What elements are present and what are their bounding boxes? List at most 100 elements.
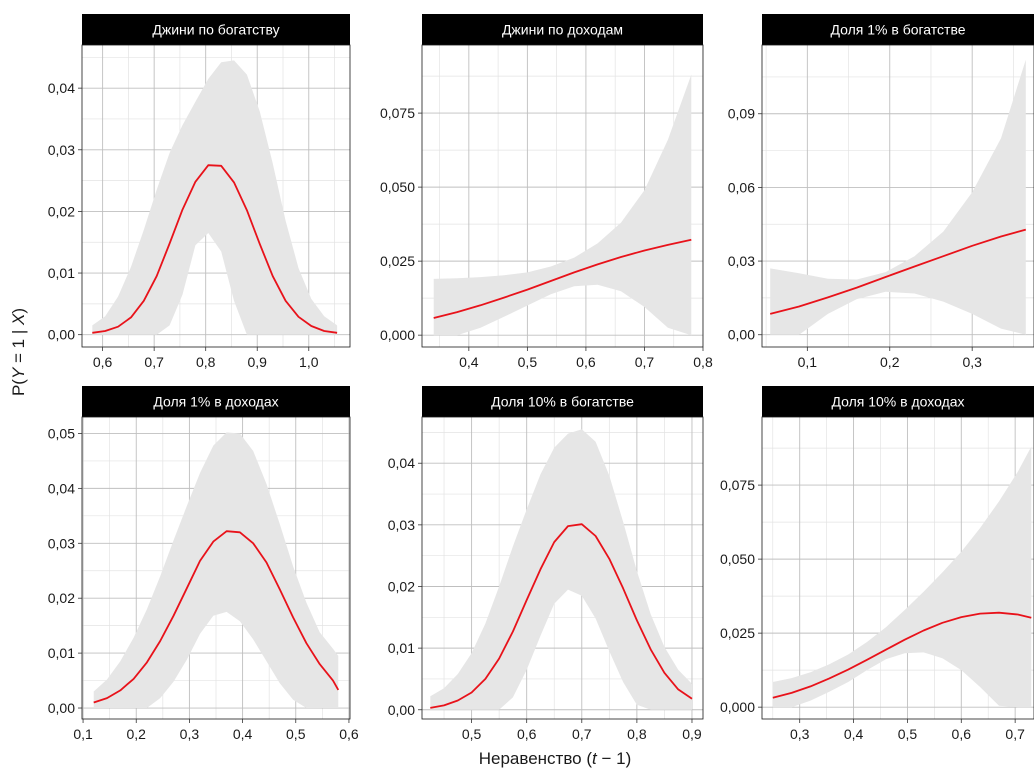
- y-tick-label: 0,00: [48, 700, 75, 716]
- x-tick-label: 0,5: [462, 726, 482, 742]
- y-axis-title-prefix: P(: [9, 379, 28, 396]
- confidence-ribbon: [772, 446, 1032, 708]
- facet-strip: [82, 14, 350, 45]
- x-tick-label: 0,3: [790, 726, 810, 742]
- x-tick-label: 0,1: [798, 354, 818, 370]
- facet-panel: Доля 10% в богатстве 0,00 0,01 0,02 0,03 0,04…: [388, 386, 704, 742]
- facet-panel: Доля 1% в доходах 0,00 0,01 0,02 0,03 0,04 0,0…: [48, 386, 359, 742]
- x-tick-label: 0,8: [196, 354, 216, 370]
- facet-panel: Доля 1% в богатстве 0,00 0,03 0,06 0,09 0,1 0,…: [728, 14, 1034, 370]
- x-tick-label: 0,4: [233, 726, 253, 742]
- facet-strip: [422, 14, 703, 45]
- y-tick-label: 0,04: [48, 480, 75, 496]
- y-tick-label: 0,06: [728, 179, 755, 195]
- y-tick-label: 0,00: [728, 327, 755, 343]
- y-tick-label: 0,050: [720, 551, 755, 567]
- facet-panel: Доля 10% в доходах 0,000 0,025 0,050 0,075 0,…: [720, 386, 1034, 742]
- x-tick-label: 0,2: [127, 726, 147, 742]
- panel-border: [81, 416, 351, 720]
- facet-title: Джини по богатству: [152, 22, 279, 38]
- y-tick-label: 0,03: [388, 517, 415, 533]
- series-line: [772, 611, 1032, 699]
- facet-panel: Джини по богатству 0,00 0,01 0,02 0,03 0,04 0,…: [48, 14, 351, 370]
- series-line: [92, 164, 338, 334]
- series-line: [433, 238, 692, 319]
- y-axis-title-suffix: ): [9, 308, 28, 314]
- x-tick-label: 0,6: [93, 354, 113, 370]
- panel-border: [421, 416, 704, 720]
- x-tick-label: 0,2: [880, 354, 900, 370]
- series-line: [93, 530, 340, 704]
- y-tick-label: 0,075: [720, 477, 755, 493]
- y-tick-label: 0,03: [48, 535, 75, 551]
- facet-strip: [762, 386, 1034, 417]
- y-tick-label: 0,04: [48, 80, 75, 96]
- series-line: [430, 523, 693, 709]
- facet-title: Доля 10% в богатстве: [491, 394, 634, 410]
- y-tick-label: 0,075: [380, 105, 415, 121]
- x-tick-label: 0,7: [635, 354, 655, 370]
- x-tick-label: 0,7: [572, 726, 592, 742]
- y-tick-label: 0,025: [720, 625, 755, 641]
- y-tick-label: 0,00: [388, 702, 415, 718]
- panel-border: [761, 416, 1034, 720]
- x-tick-label: 0,4: [844, 726, 864, 742]
- y-axis-title-X: X: [9, 313, 28, 326]
- y-tick-label: 0,025: [380, 253, 415, 269]
- facet-panel: Джини по доходам 0,000 0,025 0,050 0,075 0,4 0…: [380, 14, 713, 370]
- y-axis-title-Y: Y: [9, 366, 28, 379]
- panel-border: [421, 44, 704, 348]
- y-axis-title: P(Y = 1 | X): [9, 308, 28, 396]
- y-tick-label: 0,01: [48, 265, 75, 281]
- panel-border: [761, 44, 1034, 348]
- x-tick-label: 0,6: [952, 726, 972, 742]
- confidence-ribbon: [92, 60, 338, 335]
- y-tick-label: 0,05: [48, 425, 75, 441]
- y-tick-label: 0,050: [380, 179, 415, 195]
- x-tick-label: 0,6: [339, 726, 359, 742]
- confidence-ribbon: [433, 74, 692, 336]
- x-tick-label: 0,8: [693, 354, 713, 370]
- y-tick-label: 0,000: [380, 327, 415, 343]
- facet-strip: [82, 386, 350, 417]
- facet-title: Доля 1% в доходах: [153, 394, 278, 410]
- facet-strip: [762, 14, 1034, 45]
- x-tick-label: 0,6: [517, 726, 537, 742]
- x-tick-label: 0,5: [898, 726, 918, 742]
- y-tick-label: 0,01: [388, 640, 415, 656]
- y-axis-title-mid: = 1 |: [9, 325, 28, 368]
- confidence-ribbon: [93, 432, 339, 708]
- y-tick-label: 0,04: [388, 455, 415, 471]
- panel-border: [81, 44, 351, 348]
- y-tick-label: 0,01: [48, 645, 75, 661]
- y-tick-label: 0,09: [728, 106, 755, 122]
- confidence-ribbon: [430, 429, 692, 710]
- x-tick-label: 0,9: [682, 726, 702, 742]
- x-axis-title-t: t: [592, 749, 598, 768]
- x-tick-label: 1,0: [299, 354, 319, 370]
- series-line: [769, 228, 1027, 315]
- y-tick-label: 0,03: [48, 142, 75, 158]
- y-tick-label: 0,03: [728, 253, 755, 269]
- x-axis-title-suffix: − 1): [597, 749, 632, 768]
- x-tick-label: 0,3: [180, 726, 200, 742]
- x-tick-label: 0,4: [459, 354, 479, 370]
- y-tick-label: 0,02: [48, 203, 75, 219]
- x-tick-label: 0,1: [73, 726, 93, 742]
- x-tick-label: 0,5: [518, 354, 538, 370]
- x-tick-label: 0,8: [627, 726, 647, 742]
- x-axis-title-prefix: Неравенство (: [479, 749, 593, 768]
- x-tick-label: 0,9: [247, 354, 267, 370]
- y-tick-label: 0,02: [388, 578, 415, 594]
- facet-strip: [422, 386, 703, 417]
- y-tick-label: 0,00: [48, 327, 75, 343]
- x-tick-label: 0,7: [144, 354, 164, 370]
- confidence-ribbon: [770, 59, 1026, 335]
- x-tick-label: 0,7: [1005, 726, 1025, 742]
- x-tick-label: 0,6: [576, 354, 596, 370]
- x-tick-label: 0,5: [286, 726, 306, 742]
- y-tick-label: 0,000: [720, 699, 755, 715]
- x-axis-title: Неравенство (t − 1): [479, 749, 632, 768]
- facet-title: Доля 1% в богатстве: [830, 22, 965, 38]
